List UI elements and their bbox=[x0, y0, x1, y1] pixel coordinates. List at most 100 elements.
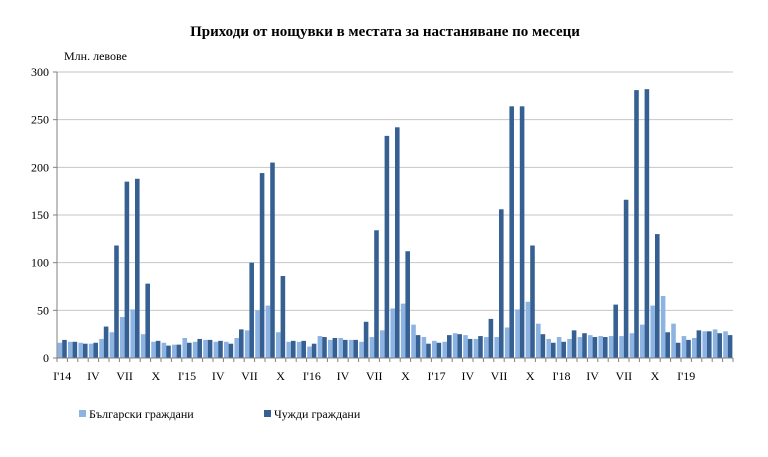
x-tick-label: VII bbox=[241, 369, 258, 383]
bar-foreign bbox=[374, 230, 379, 358]
bar-bulgarian bbox=[265, 305, 271, 358]
bar-foreign bbox=[228, 343, 234, 358]
bar-foreign bbox=[696, 330, 702, 358]
x-tick-label: I'14 bbox=[53, 369, 71, 383]
bar-bulgarian bbox=[224, 341, 229, 358]
bar-foreign bbox=[467, 338, 473, 358]
bar-bulgarian bbox=[588, 335, 593, 358]
bars bbox=[57, 89, 733, 359]
bar-foreign bbox=[145, 283, 150, 358]
bar-bulgarian bbox=[192, 341, 198, 358]
bar-foreign bbox=[176, 344, 182, 358]
y-tick-label: 300 bbox=[31, 65, 49, 79]
bar-bulgarian bbox=[463, 335, 468, 358]
bar-foreign bbox=[634, 90, 639, 359]
bar-foreign bbox=[675, 342, 681, 358]
y-axis-ticks: 0 50 100 150 200 250 300 bbox=[31, 65, 57, 365]
bar-foreign bbox=[509, 106, 514, 358]
bar-bulgarian bbox=[681, 336, 687, 358]
bar-foreign bbox=[135, 178, 140, 358]
bar-bulgarian bbox=[702, 331, 707, 358]
bar-foreign bbox=[603, 337, 608, 358]
bar-foreign bbox=[114, 245, 119, 358]
x-tick-label: IV bbox=[212, 369, 225, 383]
bar-bulgarian bbox=[577, 337, 583, 358]
bar-foreign bbox=[717, 333, 722, 358]
bar-foreign bbox=[259, 173, 265, 358]
bar-bulgarian bbox=[452, 333, 458, 358]
bar-foreign bbox=[363, 321, 369, 358]
x-axis-ticks: I'14 IV VII X I'15 IV VII X I'16 IV VII X I'17 IV VII X… bbox=[53, 358, 734, 383]
x-tick-label: IV bbox=[87, 369, 100, 383]
bar-bulgarian bbox=[109, 332, 115, 358]
legend: Български граждани Чужди граждани bbox=[79, 407, 361, 421]
bar-foreign bbox=[655, 234, 660, 358]
bar-foreign bbox=[644, 89, 650, 358]
bar-foreign bbox=[613, 304, 618, 358]
bar-foreign bbox=[530, 245, 535, 358]
bar-foreign bbox=[551, 342, 556, 358]
bar-foreign bbox=[280, 276, 286, 358]
y-tick-label: 50 bbox=[37, 303, 49, 317]
bar-bulgarian bbox=[369, 337, 375, 358]
x-tick-label: X bbox=[526, 369, 535, 383]
bar-foreign bbox=[301, 340, 306, 358]
bar-foreign bbox=[218, 340, 223, 358]
bar-bulgarian bbox=[317, 336, 323, 358]
x-tick-label: IV bbox=[337, 369, 350, 383]
bar-foreign bbox=[405, 251, 410, 358]
chart-title: Приходи от нощувки в местата за настаняв… bbox=[190, 24, 580, 40]
legend-swatch bbox=[264, 410, 271, 417]
bar-foreign bbox=[291, 340, 296, 358]
x-tick-label: I'15 bbox=[178, 369, 196, 383]
bar-bulgarian bbox=[619, 336, 624, 358]
bar-bulgarian bbox=[536, 323, 541, 358]
bar-foreign bbox=[103, 326, 109, 358]
bar-foreign bbox=[571, 330, 577, 358]
bar-bulgarian bbox=[151, 341, 156, 358]
bar-foreign bbox=[561, 341, 566, 358]
bar-bulgarian bbox=[515, 309, 520, 358]
bar-bulgarian bbox=[88, 343, 94, 358]
y-tick-label: 0 bbox=[43, 351, 49, 365]
y-tick-label: 150 bbox=[31, 208, 49, 222]
bar-bulgarian bbox=[411, 324, 416, 358]
bar-bulgarian bbox=[203, 339, 208, 358]
bar-bulgarian bbox=[380, 330, 385, 358]
bar-foreign bbox=[665, 332, 670, 358]
bar-foreign bbox=[197, 338, 202, 358]
bar-bulgarian bbox=[640, 324, 645, 358]
bar-bulgarian bbox=[172, 344, 177, 358]
bar-foreign bbox=[686, 339, 691, 358]
bar-bulgarian bbox=[432, 340, 437, 358]
bar-bulgarian bbox=[57, 342, 63, 358]
bar-bulgarian bbox=[78, 342, 83, 358]
bar-bulgarian bbox=[546, 338, 551, 358]
bar-bulgarian bbox=[348, 339, 354, 358]
bar-bulgarian bbox=[608, 336, 614, 358]
axes bbox=[56, 72, 733, 359]
bar-bulgarian bbox=[234, 337, 239, 358]
bar-bulgarian bbox=[328, 339, 333, 358]
bar-bulgarian bbox=[161, 342, 167, 358]
x-tick-label: VII bbox=[615, 369, 632, 383]
bar-bulgarian bbox=[629, 333, 635, 358]
bar-bulgarian bbox=[390, 308, 395, 358]
bar-bulgarian bbox=[338, 337, 343, 358]
x-tick-label: IV bbox=[461, 369, 474, 383]
bar-bulgarian bbox=[244, 330, 250, 358]
bar-foreign bbox=[519, 106, 525, 358]
x-tick-label: X bbox=[651, 369, 660, 383]
x-tick-label: X bbox=[151, 369, 160, 383]
x-tick-label: I'16 bbox=[303, 369, 321, 383]
bar-bulgarian bbox=[650, 305, 655, 358]
bar-foreign bbox=[239, 329, 244, 358]
legend-swatch bbox=[79, 410, 86, 417]
bar-foreign bbox=[623, 199, 629, 358]
bar-foreign bbox=[478, 336, 483, 358]
x-tick-label: IV bbox=[586, 369, 599, 383]
bar-bulgarian bbox=[556, 337, 562, 358]
x-tick-label: X bbox=[401, 369, 410, 383]
bar-bulgarian bbox=[120, 317, 125, 358]
